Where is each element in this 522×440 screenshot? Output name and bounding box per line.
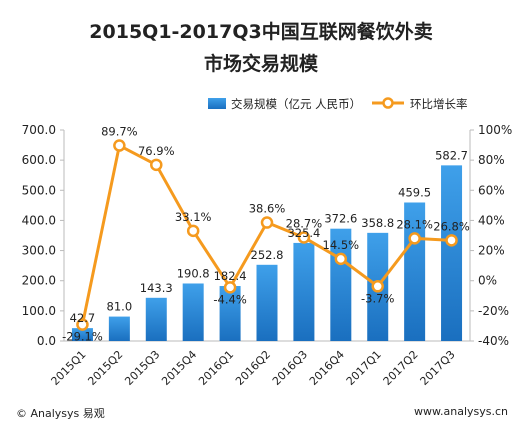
x-tick-label: 2017Q1 [344,348,384,388]
bar [71,328,93,341]
bar [145,297,167,341]
legend: 交易规模（亿元 人民币） 环比增长率 [208,97,468,111]
footer-copyright: © Analysys 易观 [16,407,105,420]
line-value-label: -29.1% [62,330,103,344]
y-right-tick-label: 100% [478,123,512,137]
legend-line-marker [382,97,394,109]
y-left-tick-label: 0.0 [37,334,56,348]
line-value-label: 33.1% [175,210,212,224]
line-point [408,232,421,245]
chart-title-line2: 市场交易规模 [204,52,319,75]
x-tick-label: 2017Q3 [418,348,458,388]
y-left-tick-label: 300.0 [22,244,56,258]
legend-bar-label: 交易规模（亿元 人民币） [231,97,361,111]
line-value-label: 76.9% [138,144,175,158]
y-left-tick-label: 700.0 [22,123,56,137]
line-point [186,224,200,238]
y-left-tick-label: 400.0 [22,213,56,227]
bar [108,316,130,341]
y-left-tick-label: 500.0 [22,183,56,197]
line-value-label: 26.8% [433,219,470,233]
bar-value-label: 582.7 [435,148,468,162]
bar-value-label: 358.8 [361,216,394,230]
bar [182,283,204,341]
x-tick-label: 2015Q1 [49,348,89,388]
y-right-tick-label: -20% [478,304,509,318]
x-tick-label: 2015Q4 [159,348,199,388]
line-value-label: 89.7% [101,125,138,139]
y-right-tick-label: 60% [478,183,505,197]
chart-title-line1: 2015Q1-2017Q3中国互联网餐饮外卖 [89,20,432,43]
legend-bar-swatch [208,98,226,109]
bar-value-label: 372.6 [324,212,357,226]
x-tick-label: 2016Q1 [196,348,236,388]
bar [293,242,315,341]
line-point [260,216,274,229]
line-value-label: 28.7% [286,216,323,230]
bar-value-label: 190.8 [177,266,210,280]
line-value-label: -4.4% [213,292,246,306]
line-point [371,280,384,293]
bar-value-label: 252.8 [251,248,284,262]
line-point [113,139,126,152]
x-tick-label: 2016Q2 [233,348,273,388]
x-tick-label: 2016Q3 [270,348,310,388]
line-point [150,158,163,172]
x-tick-label: 2015Q2 [85,348,125,388]
bar-value-label: 42.7 [70,311,96,325]
bar [256,264,278,341]
legend-line-label: 环比增长率 [410,97,468,111]
bar-value-label: 81.0 [107,300,133,314]
bar-value-label: 143.3 [140,281,173,295]
bar [219,286,241,341]
y-left-tick-label: 600.0 [22,153,56,167]
line-point [445,234,458,247]
line-value-label: -3.7% [361,291,394,305]
line-point [297,231,311,244]
x-tick-label: 2015Q3 [122,348,162,388]
y-right-tick-label: -40% [478,334,509,348]
line-series [76,139,458,331]
footer-website: www.analysys.cn [414,405,508,418]
bar [441,165,463,341]
x-tick-label: 2017Q2 [381,348,421,388]
y-right-tick-label: 40% [478,213,505,227]
y-left-tick-label: 200.0 [22,274,56,288]
bar-value-label: 325.4 [287,226,320,240]
line-value-label: 38.6% [249,202,286,216]
line-point [76,318,89,331]
line-value-label: 14.5% [323,238,360,252]
y-left-tick-label: 100.0 [22,304,56,318]
bar-value-label: 459.5 [398,185,431,199]
y-right-tick-label: 20% [478,244,505,258]
line-point [334,252,348,266]
x-tick-label: 2016Q4 [307,348,347,388]
line-value-label: 28.1% [396,217,433,231]
bar-value-label: 182.4 [214,269,247,283]
y-right-tick-label: 0% [478,274,497,288]
y-right-tick-label: 80% [478,153,505,167]
line-point [223,281,237,294]
